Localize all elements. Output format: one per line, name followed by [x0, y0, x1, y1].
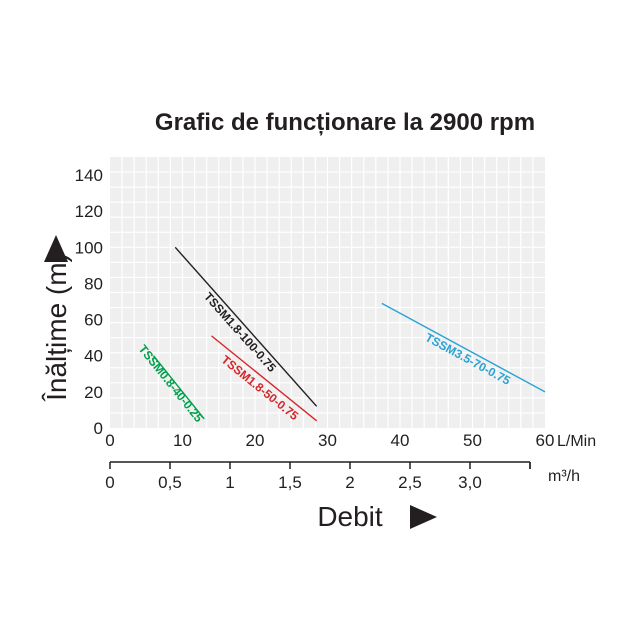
y-tick-label: 20 — [84, 383, 103, 402]
chart-title: Grafic de funcționare la 2900 rpm — [155, 109, 535, 136]
y-tick-label: 0 — [94, 419, 103, 438]
y-tick-label: 60 — [84, 311, 103, 330]
series-line-1 — [152, 355, 205, 420]
x-tick-label: 20 — [246, 431, 265, 450]
series-line-3 — [211, 335, 318, 422]
x-tick-label: 0 — [105, 431, 114, 450]
y-tick-label: 140 — [75, 166, 103, 185]
y-axis-ticks: 0 20 40 60 80 100 120 140 — [75, 166, 103, 438]
secondary-x-axis: 0 0,5 1 1,5 2 2,5 3,0 — [105, 461, 531, 492]
x2-tick-label: 0 — [105, 473, 114, 492]
x-tick-label: 60 — [536, 431, 555, 450]
y-tick-label: 100 — [75, 238, 103, 257]
y-axis-title: Înălțime (m) — [41, 253, 72, 402]
x2-axis-unit: m³/h — [548, 468, 580, 485]
x-tick-label: 50 — [463, 431, 482, 450]
x-tick-label: 10 — [173, 431, 192, 450]
x2-tick-label: 2,5 — [398, 473, 422, 492]
series-line-2 — [174, 246, 318, 407]
x-tick-label: 40 — [391, 431, 410, 450]
series-line-4 — [381, 302, 546, 393]
x-axis-title: Debit — [317, 501, 383, 532]
x2-tick-label: 2 — [345, 473, 354, 492]
y-axis-arrow-icon — [44, 235, 68, 262]
x2-tick-label: 1,5 — [278, 473, 302, 492]
plot-area — [110, 157, 545, 428]
y-tick-label: 80 — [84, 274, 103, 293]
x-axis-unit-lmin: L/Min — [557, 433, 596, 450]
y-tick-label: 40 — [84, 347, 103, 366]
x2-tick-label: 1 — [225, 473, 234, 492]
x-axis-arrow-icon — [410, 505, 437, 529]
x-axis-ticks: 0 10 20 30 40 50 60 — [105, 431, 554, 450]
x-tick-label: 30 — [318, 431, 337, 450]
x2-tick-label: 3,0 — [458, 473, 482, 492]
y-tick-label: 120 — [75, 202, 103, 221]
x2-tick-label: 0,5 — [158, 473, 182, 492]
